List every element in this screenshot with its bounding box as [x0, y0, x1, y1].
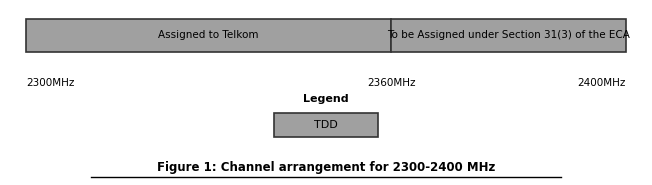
Text: Figure 1: Channel arrangement for 2300-2400 MHz: Figure 1: Channel arrangement for 2300-2…: [157, 161, 495, 174]
Text: Assigned to Telkom: Assigned to Telkom: [158, 30, 259, 40]
Text: To be Assigned under Section 31(3) of the ECA: To be Assigned under Section 31(3) of th…: [387, 30, 630, 40]
Text: TDD: TDD: [314, 120, 338, 130]
Text: 2360MHz: 2360MHz: [367, 78, 415, 88]
Text: 2300MHz: 2300MHz: [26, 78, 74, 88]
FancyBboxPatch shape: [391, 18, 626, 52]
Text: 2400MHz: 2400MHz: [578, 78, 626, 88]
Text: Legend: Legend: [303, 94, 349, 104]
FancyBboxPatch shape: [26, 18, 391, 52]
FancyBboxPatch shape: [274, 113, 378, 137]
